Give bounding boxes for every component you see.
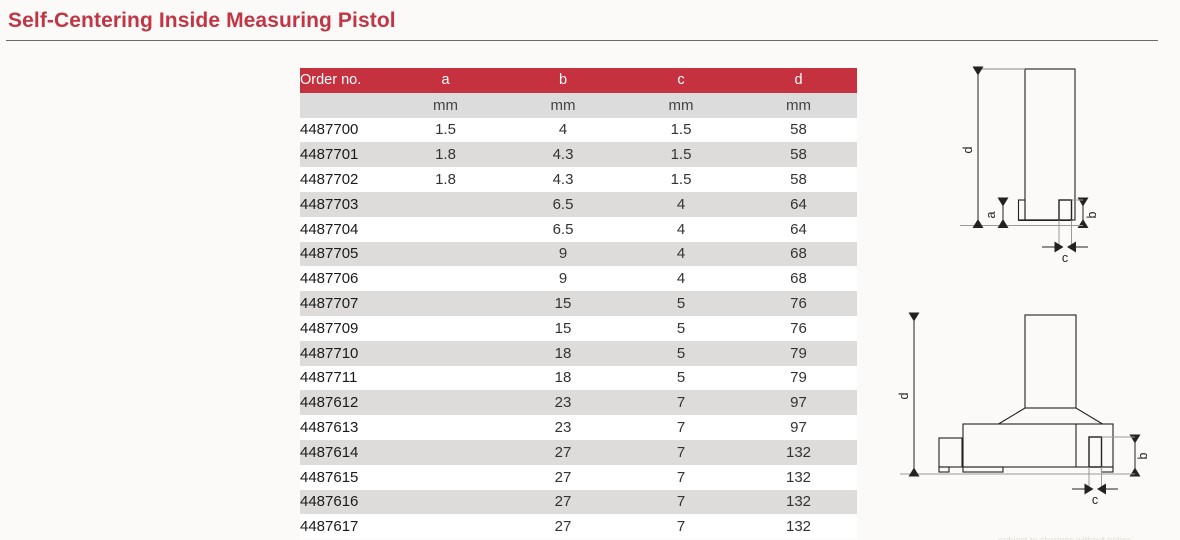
svg-text:c: c <box>1062 251 1068 265</box>
svg-text:d: d <box>897 392 911 399</box>
svg-text:a: a <box>984 211 998 218</box>
svg-text:d: d <box>961 146 975 153</box>
svg-text:b: b <box>1136 452 1150 459</box>
svg-text:c: c <box>1092 493 1098 507</box>
svg-text:b: b <box>1085 211 1099 218</box>
